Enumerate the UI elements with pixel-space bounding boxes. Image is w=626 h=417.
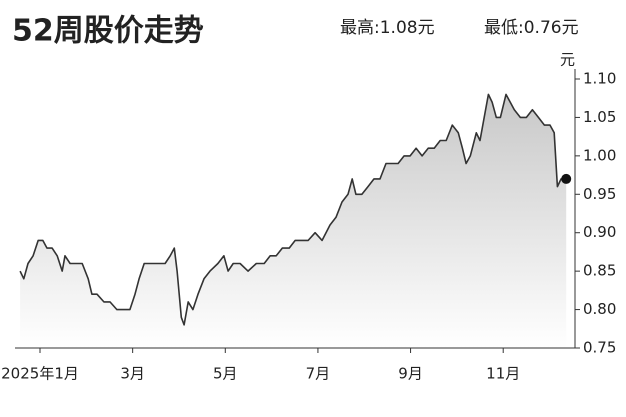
x-tick-label: 5月 bbox=[213, 365, 238, 383]
high-label: 最高:1.08元 bbox=[340, 18, 435, 38]
area bbox=[20, 94, 567, 349]
last-point bbox=[561, 173, 572, 184]
y-tick-label: 0.90 bbox=[583, 223, 616, 241]
y-tick-label: 0.80 bbox=[583, 300, 616, 318]
y-tick-label: 1.00 bbox=[583, 146, 616, 164]
price-line bbox=[19, 93, 567, 326]
x-tick-label: 9月 bbox=[398, 365, 423, 383]
y-tick-label: 0.75 bbox=[583, 339, 616, 357]
x-tick-label: 3月 bbox=[120, 365, 145, 383]
y-tick-label: 0.85 bbox=[583, 262, 616, 280]
x-tick-label: 11月 bbox=[486, 365, 520, 383]
low-label: 最低:0.76元 bbox=[484, 18, 579, 38]
y-tick-label: 1.05 bbox=[583, 108, 616, 126]
x-tick-label: 2025年1月 bbox=[1, 365, 79, 383]
y-tick-label: 0.95 bbox=[583, 185, 616, 203]
y-tick-label: 1.10 bbox=[583, 70, 616, 88]
x-tick-label: 7月 bbox=[306, 365, 331, 383]
chart-title: 52周股价走势 bbox=[12, 14, 204, 49]
y-unit: 元 bbox=[560, 51, 575, 69]
